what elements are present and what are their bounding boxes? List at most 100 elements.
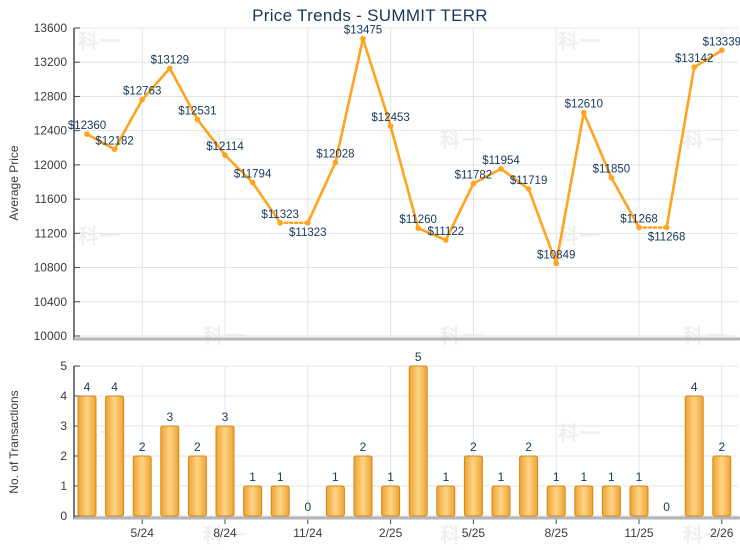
data-point-marker — [525, 186, 532, 192]
price-point-label: $12028 — [316, 148, 354, 160]
transaction-bar — [436, 485, 456, 517]
price-line-segment — [306, 161, 337, 225]
price-line-segment — [472, 167, 503, 185]
price-point-label: $13142 — [675, 53, 713, 65]
data-point-marker — [332, 159, 339, 166]
transaction-bar — [77, 395, 97, 517]
price-line-segment — [334, 37, 365, 164]
transactions-bar-series — [77, 365, 732, 517]
y-axis-tick-label: 10400 — [34, 295, 68, 309]
price-point-label: $11850 — [593, 164, 631, 176]
price-line-segment — [610, 176, 641, 229]
price-line-segment — [389, 124, 420, 230]
data-point-marker — [415, 225, 422, 231]
price-line-segment — [168, 66, 199, 121]
transaction-bar — [353, 455, 373, 517]
transaction-count-label: 4 — [691, 380, 698, 394]
data-point-marker — [498, 166, 504, 172]
y-axis-tick-label: 2 — [60, 449, 67, 463]
data-point-marker — [553, 260, 559, 267]
transaction-bar — [243, 485, 263, 517]
transaction-count-label: 2 — [139, 440, 146, 454]
transaction-bar — [270, 485, 290, 517]
y-axis-tick-label: 13600 — [34, 21, 68, 35]
price-line-segment — [196, 118, 227, 157]
transaction-count-label: 3 — [222, 410, 229, 424]
data-point-marker — [636, 224, 642, 231]
transaction-bar — [684, 395, 704, 517]
y-axis-tick-label: 13200 — [34, 55, 68, 69]
x-axis-tick-label: 8/25 — [545, 526, 569, 540]
price-point-label: $12531 — [178, 105, 216, 117]
transaction-bar — [381, 485, 401, 517]
transactions-value-labels: 4 4 2 3 2 3 1 1 0 1 2 1 5 1 2 1 2 1 1 1 1 0 4 2 — [84, 350, 726, 514]
y-axis-tick-label: 10000 — [34, 329, 68, 343]
price-line-segment — [499, 167, 530, 191]
price-line-segment — [416, 226, 448, 242]
transaction-count-label: 3 — [166, 410, 173, 424]
data-point-marker — [387, 123, 394, 129]
price-point-label: $11782 — [455, 170, 493, 182]
y-axis-tick-label: 5 — [60, 359, 67, 373]
transaction-count-label: 1 — [498, 470, 505, 484]
transaction-bar — [546, 485, 566, 517]
transaction-count-label: 1 — [249, 470, 256, 484]
transaction-count-label: 1 — [277, 470, 284, 484]
transaction-count-label: 2 — [718, 440, 725, 454]
data-point-marker — [167, 65, 173, 72]
transaction-bar — [519, 455, 539, 517]
transaction-count-label: 2 — [194, 440, 201, 454]
transaction-bar — [325, 485, 345, 517]
x-axis-tick-label: 11/24 — [293, 526, 322, 540]
data-point-marker — [719, 47, 725, 54]
y-axis-tick-label: 0 — [60, 509, 67, 523]
transaction-bar — [491, 485, 511, 517]
y-axis-tick-label: 12000 — [34, 158, 68, 172]
transactions-panel: 5 4 3 2 1 0 5/24 8/24 11/24 2/25 5/25 8/25 11/25 2/26 — [60, 359, 740, 540]
x-axis-tick-label: 5/25 — [462, 526, 486, 540]
y-axis-tick-label: 4 — [60, 389, 67, 403]
price-point-labels: $12360 $12182 $12763 $13129 $12531 $12114 $117… — [68, 25, 740, 262]
x-axis-tick-label: 8/24 — [213, 526, 237, 540]
transaction-bar — [574, 485, 594, 517]
y-axis-tick-label: 10800 — [34, 261, 68, 275]
data-point-marker — [663, 224, 670, 231]
data-point-marker — [222, 152, 228, 158]
y-axis-tick-label: 12800 — [34, 89, 68, 103]
price-point-label: $10849 — [537, 249, 575, 261]
data-point-marker — [305, 220, 311, 226]
price-point-label: $11323 — [289, 227, 327, 239]
transaction-bar — [132, 455, 152, 517]
price-point-label: $12453 — [371, 112, 409, 124]
transaction-count-label: 1 — [580, 470, 587, 484]
price-point-label: $11268 — [648, 232, 686, 244]
data-point-marker — [443, 237, 449, 243]
transaction-count-label: 1 — [636, 470, 643, 484]
price-point-label: $11719 — [510, 175, 548, 187]
x-axis-tick-label: 2/25 — [379, 526, 403, 540]
x-axis-tick-label: 11/25 — [624, 526, 653, 540]
data-point-marker — [608, 174, 615, 181]
price-line-series — [84, 35, 725, 267]
transaction-count-label: 1 — [442, 470, 449, 484]
transaction-bar — [629, 485, 649, 517]
price-point-label: $11260 — [399, 214, 437, 226]
y-axis-tick-label: 11200 — [35, 226, 68, 240]
transaction-bar — [187, 455, 207, 517]
transaction-count-label: 2 — [470, 440, 477, 454]
price-line-segment — [665, 65, 696, 229]
transaction-count-label: 5 — [415, 350, 422, 364]
y-axis-tick-label: 11600 — [35, 192, 68, 206]
price-line-segment — [113, 98, 144, 151]
price-point-label: $12763 — [123, 86, 161, 98]
transaction-count-label: 4 — [111, 380, 118, 394]
price-point-label: $13475 — [344, 25, 382, 37]
transaction-bar — [160, 425, 180, 517]
transaction-bar — [408, 365, 428, 517]
transaction-count-label: 0 — [304, 500, 311, 514]
data-point-marker — [194, 116, 201, 123]
price-line-segment — [527, 187, 558, 265]
transaction-bar — [712, 455, 732, 517]
data-point-marker — [470, 180, 477, 187]
